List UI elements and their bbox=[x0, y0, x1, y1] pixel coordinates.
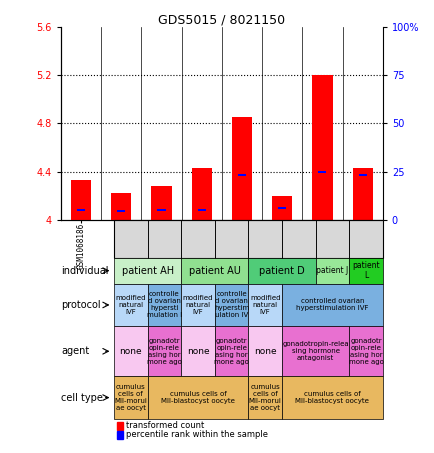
Bar bbox=[231, 117, 251, 220]
Text: controlle
d ovarian
hyperstim
ulation IV: controlle d ovarian hyperstim ulation IV bbox=[214, 291, 249, 318]
Bar bbox=[272, 196, 292, 220]
FancyBboxPatch shape bbox=[114, 326, 147, 376]
FancyBboxPatch shape bbox=[349, 326, 382, 376]
Text: gonadotropin-relea
sing hormone
antagonist: gonadotropin-relea sing hormone antagoni… bbox=[282, 341, 348, 361]
Text: modified
natural
IVF: modified natural IVF bbox=[250, 295, 280, 315]
Bar bbox=[71, 180, 91, 220]
Bar bbox=[237, 174, 246, 176]
Text: gonadotr
opin-rele
asing hor
mone ago: gonadotr opin-rele asing hor mone ago bbox=[147, 338, 181, 365]
FancyBboxPatch shape bbox=[349, 257, 382, 284]
FancyBboxPatch shape bbox=[114, 284, 147, 326]
Title: GDS5015 / 8021150: GDS5015 / 8021150 bbox=[158, 13, 285, 26]
FancyBboxPatch shape bbox=[181, 220, 214, 257]
Text: cumulus
cells of
MII-morui
ae oocyt: cumulus cells of MII-morui ae oocyt bbox=[114, 384, 147, 411]
FancyBboxPatch shape bbox=[114, 376, 147, 419]
FancyBboxPatch shape bbox=[214, 326, 248, 376]
FancyBboxPatch shape bbox=[214, 220, 248, 257]
FancyBboxPatch shape bbox=[147, 326, 181, 376]
FancyBboxPatch shape bbox=[248, 284, 281, 326]
Text: patient AU: patient AU bbox=[188, 265, 240, 276]
Text: cell type: cell type bbox=[61, 393, 102, 403]
Bar bbox=[318, 170, 326, 173]
Text: patient J: patient J bbox=[316, 266, 348, 275]
FancyBboxPatch shape bbox=[248, 376, 281, 419]
Text: protocol: protocol bbox=[61, 300, 100, 310]
Text: patient AH: patient AH bbox=[121, 265, 173, 276]
Text: modified
natural
IVF: modified natural IVF bbox=[182, 295, 213, 315]
Bar bbox=[151, 186, 171, 220]
FancyBboxPatch shape bbox=[281, 376, 382, 419]
Bar bbox=[77, 209, 85, 211]
Text: gonadotr
opin-rele
asing hor
mone ago: gonadotr opin-rele asing hor mone ago bbox=[348, 338, 382, 365]
FancyBboxPatch shape bbox=[181, 326, 214, 376]
FancyBboxPatch shape bbox=[281, 326, 349, 376]
FancyBboxPatch shape bbox=[214, 284, 248, 326]
Bar bbox=[111, 193, 131, 220]
Text: none: none bbox=[119, 347, 142, 356]
Text: patient
L: patient L bbox=[352, 261, 379, 280]
FancyBboxPatch shape bbox=[248, 220, 281, 257]
FancyBboxPatch shape bbox=[147, 376, 248, 419]
FancyBboxPatch shape bbox=[281, 284, 382, 326]
Text: gonadotr
opin-rele
asing hor
mone ago: gonadotr opin-rele asing hor mone ago bbox=[214, 338, 249, 365]
Bar bbox=[312, 75, 332, 220]
Text: transformed count: transformed count bbox=[126, 421, 204, 430]
Text: individual: individual bbox=[61, 265, 108, 276]
FancyBboxPatch shape bbox=[315, 220, 349, 257]
Bar bbox=[117, 210, 125, 212]
Bar bbox=[352, 168, 372, 220]
Bar bbox=[191, 168, 211, 220]
Text: none: none bbox=[253, 347, 276, 356]
FancyBboxPatch shape bbox=[281, 220, 315, 257]
FancyBboxPatch shape bbox=[114, 220, 147, 257]
FancyBboxPatch shape bbox=[147, 284, 181, 326]
FancyBboxPatch shape bbox=[147, 220, 181, 257]
Bar bbox=[117, 422, 123, 429]
FancyBboxPatch shape bbox=[248, 257, 315, 284]
Text: agent: agent bbox=[61, 346, 89, 356]
Bar bbox=[358, 174, 366, 176]
Text: percentile rank within the sample: percentile rank within the sample bbox=[126, 430, 268, 439]
FancyBboxPatch shape bbox=[248, 326, 281, 376]
Text: cumulus cells of
MII-blastocyst oocyte: cumulus cells of MII-blastocyst oocyte bbox=[295, 391, 368, 404]
Bar bbox=[157, 209, 165, 211]
Bar bbox=[278, 207, 286, 209]
FancyBboxPatch shape bbox=[181, 257, 248, 284]
Text: cumulus
cells of
MII-morui
ae oocyt: cumulus cells of MII-morui ae oocyt bbox=[248, 384, 281, 411]
Bar bbox=[197, 209, 205, 211]
Bar bbox=[117, 431, 123, 439]
FancyBboxPatch shape bbox=[349, 220, 382, 257]
Text: modified
natural
IVF: modified natural IVF bbox=[115, 295, 146, 315]
FancyBboxPatch shape bbox=[114, 257, 181, 284]
Text: controlled ovarian
hyperstimulation IVF: controlled ovarian hyperstimulation IVF bbox=[296, 299, 368, 312]
Text: cumulus cells of
MII-blastocyst oocyte: cumulus cells of MII-blastocyst oocyte bbox=[161, 391, 234, 404]
FancyBboxPatch shape bbox=[181, 284, 214, 326]
Text: controlle
d ovarian
hypersti
mulation I: controlle d ovarian hypersti mulation I bbox=[146, 291, 181, 318]
Text: patient D: patient D bbox=[259, 265, 304, 276]
Text: none: none bbox=[186, 347, 209, 356]
FancyBboxPatch shape bbox=[315, 257, 349, 284]
